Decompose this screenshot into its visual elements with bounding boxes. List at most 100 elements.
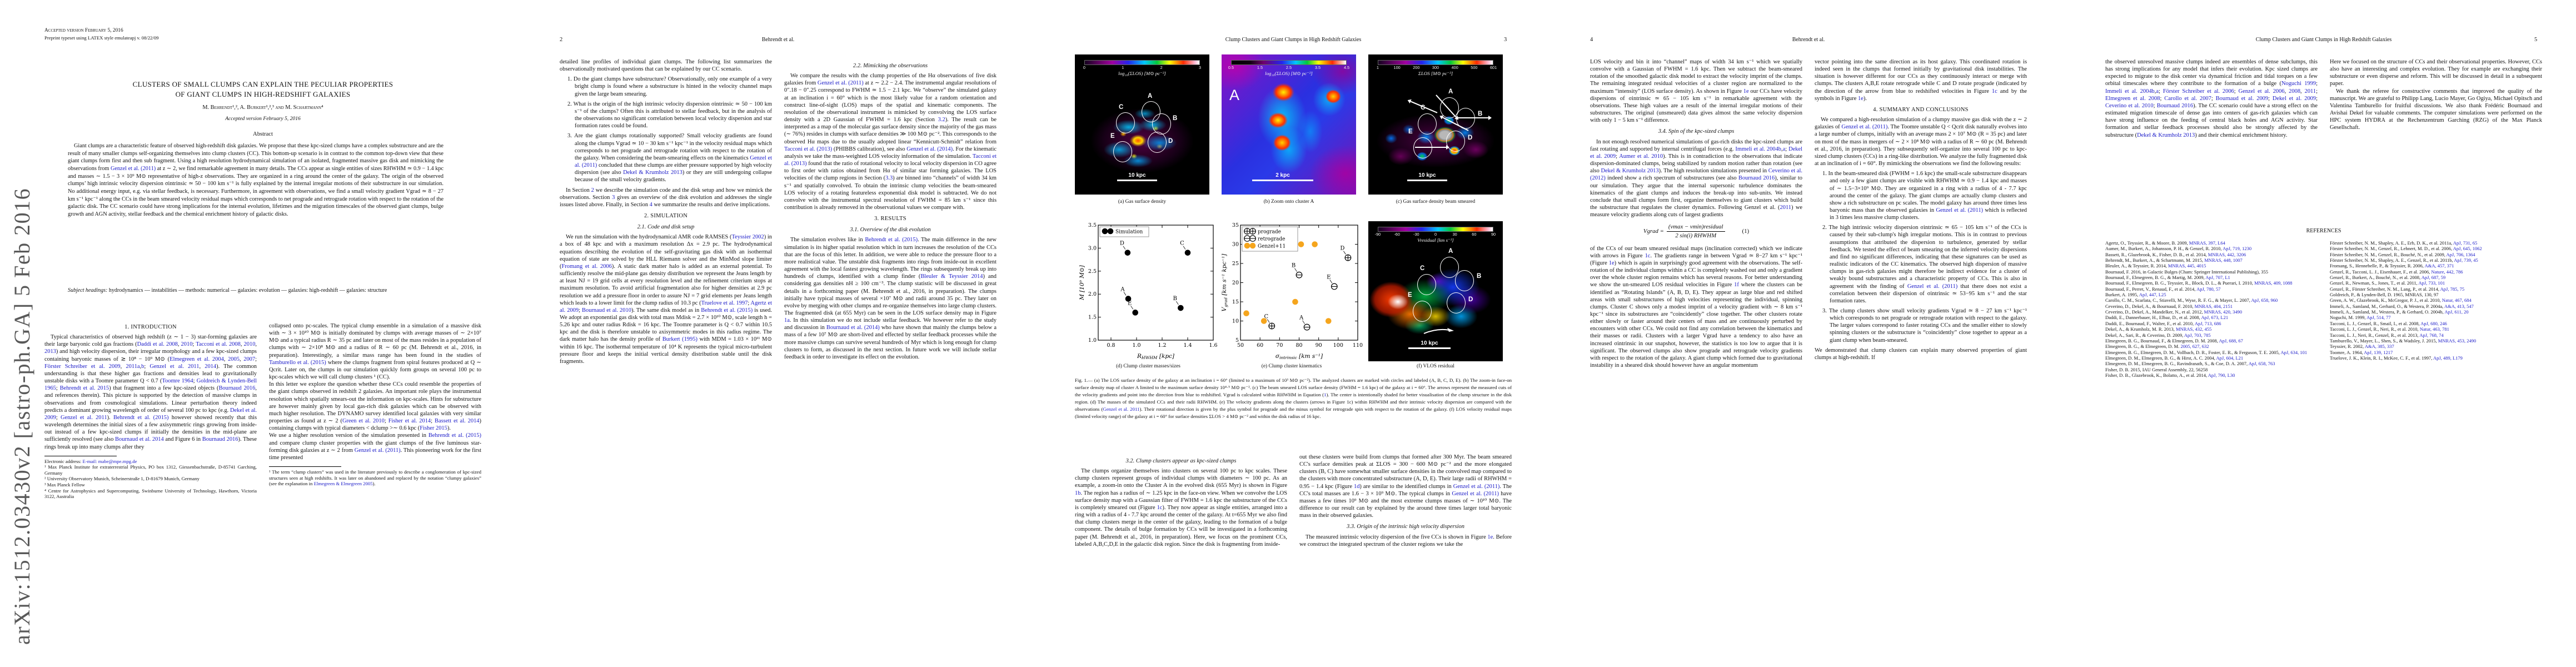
citation-link[interactable]: Genzel et al. (2011) [817, 80, 864, 87]
citation-link[interactable]: Genzel et al. 2011 [1103, 406, 1140, 412]
citation-link[interactable]: Dekel et al. 2009 [1590, 146, 1802, 160]
citation-link[interactable]: Green et al. 2010 [342, 418, 385, 425]
citation-link[interactable]: ApJ, 658, 960 [2251, 297, 2278, 303]
citation-link[interactable]: ApJ, 645, 1062 [2453, 246, 2482, 252]
citation-link[interactable]: Genzel et al. (2011) [1907, 283, 1958, 290]
citation-link[interactable]: ApJ, 731, 65 [2453, 240, 2478, 246]
citation-link[interactable]: Genzel et al. (2011) [1453, 483, 1500, 490]
citation-link[interactable]: 1d [1353, 483, 1360, 490]
citation-link[interactable]: Fisher et al. 2014 [388, 418, 431, 425]
citation-link[interactable]: Genzel et al. (2011) [110, 165, 156, 172]
citation-link[interactable]: 2005, 627, 632 [2180, 344, 2209, 350]
citation-link[interactable]: Immeli et al. 2004b [1735, 146, 1782, 152]
citation-link[interactable]: Tacconi et al. 2008 [196, 341, 241, 348]
citation-link[interactable]: 2011 [1780, 204, 1792, 211]
citation-link[interactable]: Behrendt et al. (2015) [701, 307, 753, 313]
citation-link[interactable]: ApJ, 658, 763 [2248, 361, 2275, 367]
citation-link[interactable]: Natur, 463, 781 [2419, 326, 2449, 332]
citation-link[interactable]: 1e [1608, 260, 1615, 266]
citation-link[interactable]: Genzel et al. (2011) [1841, 124, 1888, 131]
citation-link[interactable]: Behrendt et al. (2015) [428, 432, 481, 439]
citation-link[interactable]: Goldreich & Lynden-Bell 1965 [44, 378, 257, 392]
citation-link[interactable]: ApJ, 634, 101 [2280, 349, 2308, 355]
citation-link[interactable]: ApJ, 489, L179 [2433, 355, 2463, 361]
citation-link[interactable]: 1e [1487, 534, 1493, 540]
citation-link[interactable]: 1c [1645, 252, 1651, 259]
citation-link[interactable]: 2011a [126, 363, 140, 370]
citation-link[interactable]: Bournaud 2016 [202, 436, 238, 443]
citation-link[interactable]: Truelove et al. 1997 [701, 300, 748, 306]
citation-link[interactable]: Dekel & Krumholz 2013 [2137, 132, 2195, 138]
citation-link[interactable]: Förster Schreiber et al. 2009 [44, 363, 121, 370]
citation-link[interactable]: Behrendt et al. (2015) [113, 414, 169, 421]
citation-link[interactable]: ApJ, 790, L30 [2208, 372, 2235, 378]
citation-link[interactable]: 2005 [228, 356, 240, 362]
citation-link[interactable]: MNRAS, 432, 455 [2176, 326, 2212, 332]
citation-link[interactable]: ApJ, 780, 57 [2196, 286, 2221, 292]
citation-link[interactable]: MNRAS, 445, 4015 [2168, 263, 2206, 269]
citation-link[interactable]: 2 [591, 187, 594, 193]
citation-link[interactable]: 2008 [2289, 88, 2301, 94]
citation-link[interactable]: MNRAS, 442, 3206 [2208, 251, 2246, 257]
citation-link[interactable]: Ceverino et al. 2010 [2105, 102, 2154, 109]
citation-link[interactable]: 1c [1157, 504, 1163, 511]
citation-link[interactable]: Bournaud 2016 [218, 385, 256, 392]
citation-link[interactable]: Elmegreen et al. 2008 [2105, 95, 2160, 102]
citation-link[interactable]: ApJ, 611, 20 [2444, 309, 2469, 315]
citation-link[interactable]: Immeli et al. 2004b [2105, 88, 2155, 94]
citation-link[interactable]: ApJ, 706, 1364 [2446, 251, 2475, 257]
citation-link[interactable]: A&A, 413, 547 [2444, 303, 2474, 309]
citation-link[interactable]: Genzel et al. (2011) [1452, 490, 1499, 497]
citation-link[interactable]: ApJ, 768, 74 [2419, 332, 2444, 338]
citation-link[interactable]: Bleuler & Teyssier 2014 [920, 273, 983, 280]
citation-link[interactable]: b [141, 363, 145, 370]
citation-link[interactable]: ApJ, 604, L21 [2216, 355, 2244, 361]
citation-link[interactable]: Behrendt et al. (2015) [865, 237, 918, 243]
citation-link[interactable]: Genzel et al. (2011) [575, 155, 772, 169]
citation-link[interactable]: MNRAS, 409, 1088 [2254, 280, 2293, 286]
citation-link[interactable]: 1 [1324, 391, 1327, 397]
citation-link[interactable]: Tacconi et al. (2013) [784, 146, 833, 152]
citation-link[interactable]: Dekel & Krumholz 2013 [623, 170, 682, 176]
citation-link[interactable]: ApJ, 719, 1230 [2223, 246, 2252, 252]
citation-link[interactable]: MNRAS, 397, L64 [2189, 240, 2225, 246]
citation-link[interactable]: ApJ, 713, 686 [2194, 320, 2221, 326]
citation-link[interactable]: 2013 [44, 349, 56, 355]
citation-link[interactable]: 1c [1991, 88, 1997, 94]
citation-link[interactable]: ApJ, 447, L25 [2139, 292, 2166, 298]
citation-link[interactable]: Genzel et al. (2014) [906, 146, 953, 152]
citation-link[interactable]: 2007 [243, 356, 256, 362]
citation-link[interactable]: Dekel et al. 2009 [2272, 95, 2316, 102]
citation-link[interactable]: Nature, 442, 786 [2431, 268, 2463, 275]
citation-link[interactable]: Bournaud 2016 [2156, 102, 2194, 109]
citation-link[interactable]: Tacconi et al. (2013) [784, 153, 996, 167]
citation-link[interactable]: Bournaud et al. 2009 [2215, 95, 2269, 102]
citation-link[interactable]: a [1782, 146, 1786, 152]
citation-link[interactable]: Elmegreen & Elmegreen 2005 [313, 481, 373, 487]
citation-link[interactable]: ApJ, 673, L21 [2201, 315, 2229, 321]
citation-link[interactable]: Genzel et al. (2011) [1936, 207, 1984, 213]
citation-link[interactable]: ApJ, 688, 67 [2219, 337, 2243, 344]
citation-link[interactable]: Natur, 467, 684 [2442, 297, 2472, 303]
citation-link[interactable]: Noguchi 1999 [2281, 81, 2316, 87]
citation-link[interactable]: ApJ, 739, 45 [2454, 257, 2478, 263]
citation-link[interactable]: Agertz et al. 2009 [560, 300, 772, 313]
citation-link[interactable]: 2010 [181, 341, 193, 348]
citation-link[interactable]: A&A, 385, 337 [2364, 344, 2394, 350]
citation-link[interactable]: 1f [1734, 282, 1739, 288]
citation-link[interactable]: MNRAS, 404, 2151 [2194, 303, 2233, 309]
citation-link[interactable]: ApJ, 703, 785 [2184, 332, 2211, 338]
citation-link[interactable]: Aumer et al. 2010 [1619, 153, 1663, 160]
citation-link[interactable]: E-mail: mabe@mpe.mpg.de [82, 458, 137, 464]
citation-link[interactable]: 2010 [243, 341, 256, 348]
citation-link[interactable]: Tamburello et al. (2015) [269, 359, 326, 366]
citation-link[interactable]: Ceverino et al. (2012) [1590, 168, 1802, 182]
citation-link[interactable]: 3.2 [938, 117, 945, 123]
citation-link[interactable]: MNRAS, 448, 1007 [2204, 257, 2243, 263]
citation-link[interactable]: 1b [1075, 490, 1081, 496]
citation-link[interactable]: ApJ, 785, 75 [2440, 286, 2465, 292]
citation-link[interactable]: 2011 [2304, 88, 2316, 94]
citation-link[interactable]: Elmegreen et al. 2004 [170, 356, 224, 362]
citation-link[interactable]: Förster Schreiber et al. 2006 [2163, 88, 2234, 94]
citation-link[interactable]: A&A, 457, 371 [2424, 263, 2454, 269]
